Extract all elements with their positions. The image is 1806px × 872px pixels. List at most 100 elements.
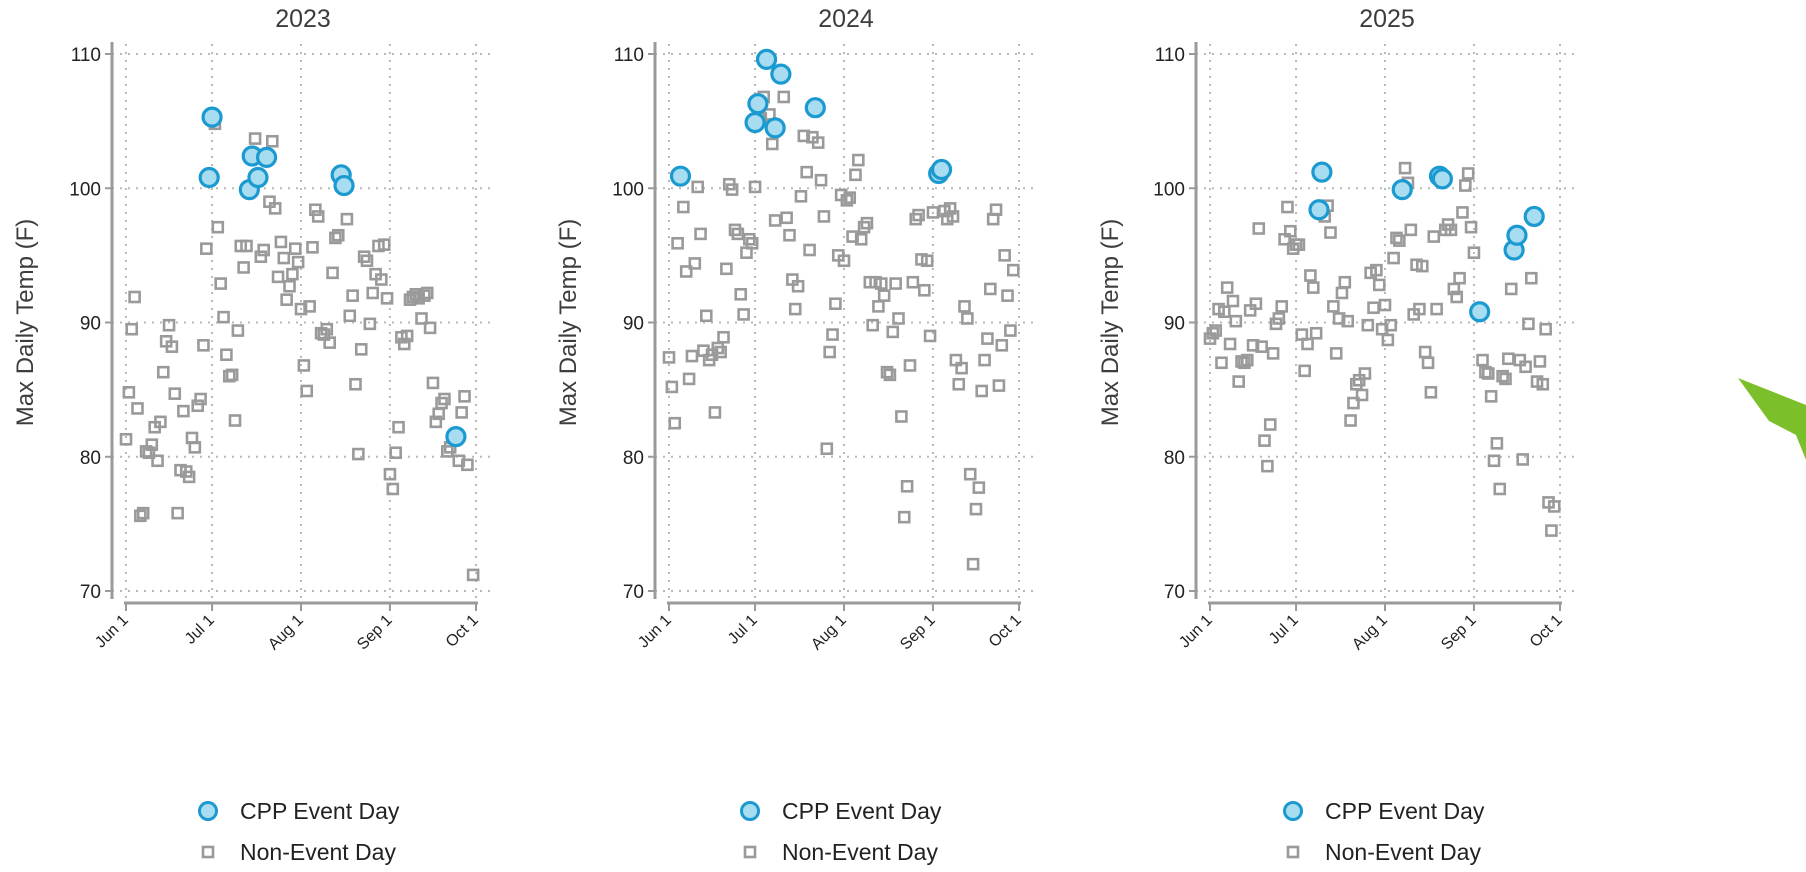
non-event-point: [1387, 251, 1400, 265]
non-event-point: [737, 308, 750, 321]
cpp-event-point: [747, 93, 769, 115]
non-event-point: [168, 387, 182, 400]
non-event-point: [1238, 356, 1251, 370]
non-event-point: [268, 202, 282, 215]
legend-cpp-marker: [740, 801, 760, 821]
non-event-point: [843, 191, 857, 204]
non-event-point: [1344, 414, 1357, 427]
non-event-point: [329, 231, 342, 245]
cpp-event-point: [1308, 199, 1330, 221]
non-event-point: [900, 479, 914, 493]
x-tick-label: Sep 1: [897, 612, 939, 654]
non-event-point: [783, 228, 796, 242]
cpp-event-point: [1506, 224, 1528, 246]
non-event-point: [306, 241, 319, 254]
non-event-point: [920, 254, 934, 268]
non-event-point: [1545, 524, 1558, 537]
non-event-point: [346, 289, 359, 302]
non-event-point: [165, 340, 179, 353]
cpp-event-point: [804, 97, 826, 119]
non-event-point: [800, 165, 814, 179]
non-event-point: [820, 442, 834, 455]
non-event-point: [1304, 269, 1317, 282]
cpp-event-point: [247, 166, 269, 189]
non-event-point: [880, 365, 894, 379]
non-event-point: [731, 227, 745, 241]
non-event-point: [1358, 367, 1372, 380]
chart-panel-2025: 2025 70 80 90 100 110 Jun 1 Jul 1 Aug 1 Sep 1 Oct …: [1097, 5, 1578, 865]
x-tick-label: Jul 1: [725, 612, 761, 648]
x-tick-label: Oct 1: [443, 612, 482, 651]
non-event-point: [228, 414, 242, 427]
non-event-point: [981, 332, 994, 345]
non-event-point: [1484, 390, 1498, 403]
non-event-point: [145, 438, 159, 451]
non-event-point: [119, 432, 133, 446]
non-event-point: [1424, 386, 1438, 399]
non-event-point: [975, 384, 989, 398]
non-event-point: [122, 386, 136, 399]
chart-title: 2025: [1359, 5, 1415, 33]
non-event-point: [1453, 271, 1466, 285]
x-tick-label: Sep 1: [354, 612, 396, 654]
non-event-point: [995, 339, 1009, 352]
non-event-point: [918, 283, 931, 297]
y-tick-label: 90: [80, 314, 101, 335]
non-event-point: [958, 300, 971, 313]
non-event-point: [720, 262, 733, 276]
non-event-point: [966, 557, 980, 571]
non-event-point: [151, 454, 164, 468]
non-event-point: [852, 153, 865, 167]
non-event-point: [349, 377, 362, 391]
non-event-point: [217, 310, 230, 324]
non-event-point: [1372, 278, 1386, 292]
y-tick-label: 80: [80, 448, 101, 469]
non-event-point: [1459, 179, 1472, 192]
non-event-point: [331, 228, 345, 242]
non-event-point: [1229, 314, 1243, 328]
y-tick-label: 100: [69, 179, 101, 200]
non-event-point: [1418, 345, 1432, 359]
non-event-point: [240, 239, 253, 253]
legend-non-event-marker: [201, 845, 215, 859]
non-event-point: [826, 328, 839, 341]
non-event-point: [866, 318, 879, 332]
non-event-point: [458, 390, 471, 403]
legend-non-event-label: Non-Event Day: [1325, 839, 1481, 865]
non-event-point: [978, 353, 991, 367]
non-event-point: [1306, 281, 1320, 294]
non-event-point: [194, 392, 207, 406]
non-event-point: [969, 502, 983, 516]
cpp-event-point: [1523, 205, 1545, 228]
non-event-point: [1413, 302, 1426, 316]
legend-cpp-label: CPP Event Day: [782, 798, 942, 824]
cpp-event-point: [1391, 178, 1413, 201]
non-event-point: [725, 183, 739, 196]
y-tick-label: 100: [1153, 179, 1185, 200]
non-event-point: [309, 203, 322, 217]
non-event-point: [386, 482, 400, 496]
non-event-point: [1341, 314, 1355, 328]
non-event-point: [691, 180, 704, 194]
non-event-point: [1444, 223, 1458, 237]
non-event-point: [156, 365, 170, 379]
non-event-point: [671, 236, 684, 250]
non-event-point: [231, 324, 245, 337]
cpp-event-point: [770, 63, 792, 85]
non-event-point: [280, 293, 293, 306]
non-event-point: [685, 349, 699, 363]
cpp-event-point: [930, 158, 953, 181]
y-tick-label: 70: [1164, 582, 1185, 603]
non-event-point: [849, 168, 862, 182]
non-event-point: [375, 273, 388, 286]
non-event-point: [162, 318, 176, 332]
non-event-point: [200, 242, 213, 255]
non-event-point: [1206, 326, 1220, 340]
non-event-point: [1327, 300, 1340, 313]
cpp-event-point: [445, 426, 467, 448]
non-event-point: [1263, 418, 1277, 431]
non-event-point: [903, 359, 917, 372]
non-event-point: [392, 420, 405, 434]
non-event-point: [1516, 453, 1530, 466]
non-event-point: [455, 406, 468, 419]
